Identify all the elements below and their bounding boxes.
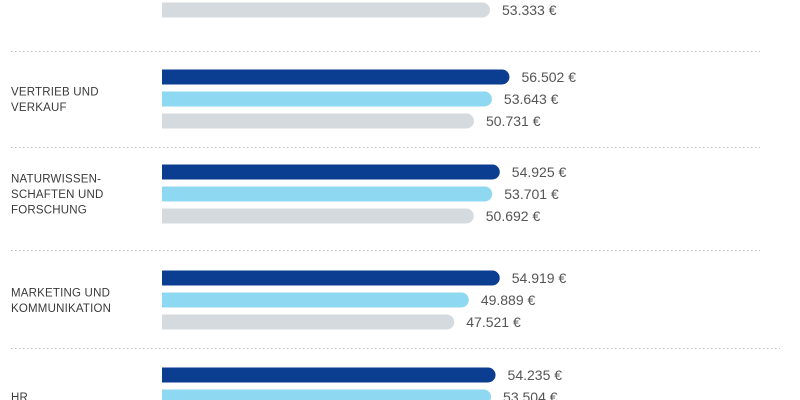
- category-label-line: RECHNUNGSWESEN: [11, 0, 130, 3]
- bar-series-3: [162, 208, 474, 224]
- value-label: 56.502 €: [521, 69, 576, 85]
- category-label-line: VERKAUF: [11, 102, 67, 114]
- category-label-line: NATURWISSEN-: [11, 174, 101, 186]
- bar-series-1: [162, 270, 500, 286]
- value-label: 53.643 €: [504, 91, 559, 107]
- bar-series-3-left-cap: [162, 113, 177, 129]
- bar-series-2: [162, 91, 492, 107]
- bar-series-2: [162, 292, 469, 308]
- bar-series-2-left-cap: [162, 91, 177, 107]
- value-label: 50.692 €: [486, 208, 541, 224]
- bar-group: FINANZ- UNDRECHNUNGSWESEN54.237 €53.333 …: [11, 0, 557, 18]
- bar-series-2-left-cap: [162, 186, 177, 202]
- bar-series-1-left-cap: [162, 270, 177, 286]
- value-label: 53.504 €: [503, 389, 558, 400]
- bar-series-3-left-cap: [162, 314, 177, 330]
- category-label: FINANZ- UNDRECHNUNGSWESEN: [11, 0, 130, 3]
- category-label: VERTRIEB UND VERKAUF: [11, 86, 99, 114]
- bar-series-1-left-cap: [162, 164, 177, 180]
- bar-series-2-left-cap: [162, 389, 177, 400]
- category-label-line: MARKETING UND: [11, 287, 110, 299]
- bar-series-1-left-cap: [162, 367, 177, 383]
- value-label: 47.521 €: [466, 314, 521, 330]
- bar-series-2-left-cap: [162, 292, 177, 308]
- bar-group: NATURWISSEN- SCHAFTEN UND FORSCHUNG 54.925 …: [11, 164, 567, 224]
- value-label: 54.919 €: [512, 270, 567, 286]
- bar-series-1: [162, 367, 496, 383]
- bar-series-1: [162, 164, 500, 180]
- value-label: 54.235 €: [508, 367, 563, 383]
- category-label-line: FORSCHUNG: [11, 205, 87, 217]
- group-dividers: [11, 51, 780, 349]
- bar-groups: FINANZ- UNDRECHNUNGSWESEN54.237 €53.333 …: [11, 0, 576, 400]
- bar-series-3: [162, 2, 491, 18]
- category-label-line: KOMMUNIKATION: [11, 303, 111, 315]
- bar-series-3-left-cap: [162, 2, 177, 18]
- bar-series-2: [162, 389, 492, 400]
- category-label: MARKETING UND KOMMUNIKATION: [11, 287, 111, 315]
- value-label: 50.731 €: [486, 113, 541, 129]
- value-label: 53.333 €: [502, 2, 557, 18]
- category-label: NATURWISSEN- SCHAFTEN UND FORSCHUNG: [11, 174, 104, 217]
- bar-series-3: [162, 314, 455, 330]
- bar-series-1: [162, 69, 510, 85]
- bar-series-2: [162, 186, 493, 202]
- category-label-line: HR: [11, 392, 28, 400]
- bar-series-1-left-cap: [162, 69, 177, 85]
- category-label: HR: [11, 392, 28, 400]
- category-label-line: SCHAFTEN UND: [11, 189, 104, 201]
- value-label: 49.889 €: [481, 292, 536, 308]
- bar-group: HR 54.235 € 53.504 €: [11, 367, 562, 400]
- bar-series-3: [162, 113, 474, 129]
- bar-group: VERTRIEB UND VERKAUF 56.502 € 53.643 € 50.73…: [11, 69, 576, 129]
- category-label-line: VERTRIEB UND: [11, 86, 99, 98]
- value-label: 53.701 €: [504, 186, 559, 202]
- value-label: 54.925 €: [512, 164, 567, 180]
- bar-group: MARKETING UND KOMMUNIKATION 54.919 € 49.889…: [11, 270, 566, 330]
- bar-series-3-left-cap: [162, 208, 177, 224]
